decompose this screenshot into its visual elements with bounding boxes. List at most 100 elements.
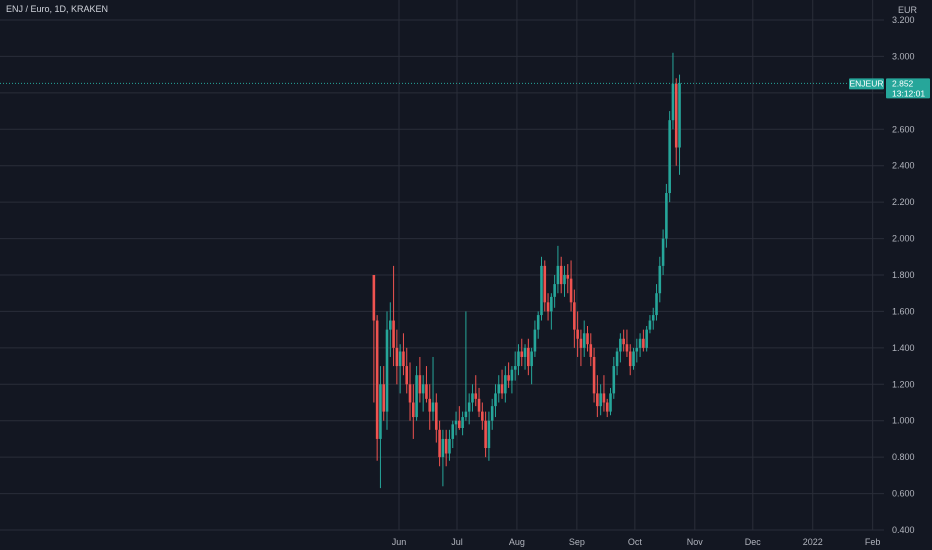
candle-body [648, 320, 652, 330]
candle-body [563, 275, 566, 285]
x-tick-label: 2022 [803, 537, 823, 547]
symbol-badge-label: ENJEUR [849, 78, 883, 88]
y-tick-label: 0.600 [892, 489, 915, 499]
candle-body [474, 393, 478, 399]
candle-body [467, 402, 471, 412]
candle-body [635, 347, 639, 352]
candle-body [375, 320, 379, 439]
candle-body [665, 193, 668, 239]
candle-body [527, 347, 530, 367]
candle-body [579, 338, 583, 348]
candle-body [592, 356, 596, 394]
candle-body [504, 375, 507, 394]
candle-body [573, 302, 576, 330]
candle-body [412, 402, 415, 418]
candle-body [628, 351, 632, 367]
x-tick-label: Sep [569, 537, 585, 547]
y-tick-label: 2.400 [892, 161, 915, 171]
candle-body [500, 384, 504, 394]
y-tick-label: 2.200 [892, 197, 915, 207]
candle-body [444, 438, 448, 454]
candle-body [454, 420, 458, 425]
y-tick-label: 1.200 [892, 379, 915, 389]
candles [372, 52, 681, 489]
candle-body [471, 393, 474, 403]
chart-title: ENJ / Euro, 1D, KRAKEN [6, 4, 109, 14]
candle-body [671, 83, 675, 121]
candle-body [487, 420, 491, 449]
y-tick-label: 2.600 [892, 124, 915, 134]
candle-body [602, 393, 606, 403]
candle-body [494, 393, 497, 407]
candle-body [398, 351, 402, 367]
candle-body [425, 384, 428, 399]
candle-body [668, 120, 671, 194]
candle-body [566, 275, 570, 279]
candle-body [484, 420, 487, 449]
candle-body [596, 393, 599, 407]
candle-body [382, 384, 386, 412]
price-badge-value: 2.852 [892, 78, 914, 88]
candle-body [510, 369, 514, 381]
candle-body [530, 351, 533, 367]
candle-body [441, 438, 445, 458]
candle-body [569, 278, 573, 303]
y-tick-label: 1.000 [892, 416, 915, 426]
y-tick-label: 1.600 [892, 306, 915, 316]
y-tick-label: 3.200 [892, 15, 915, 25]
candle-body [458, 420, 461, 428]
candle-body [392, 320, 395, 348]
candle-body [556, 265, 560, 285]
candle-body [619, 338, 622, 352]
candle-body [513, 366, 517, 370]
time-axis[interactable]: Jun Jul Aug Sep Oct Nov Dec 2022 Feb [392, 537, 881, 547]
candle-body [605, 402, 609, 412]
x-tick-label: Jul [451, 537, 463, 547]
candle-body [536, 315, 540, 330]
x-tick-label: Nov [687, 537, 704, 547]
candle-body [612, 366, 616, 394]
candle-body [622, 338, 625, 345]
x-tick-label: Feb [865, 537, 881, 547]
candle-body [651, 315, 655, 321]
candle-body [395, 347, 399, 367]
candle-body [625, 344, 629, 352]
candle-body [379, 384, 382, 439]
candle-body [576, 329, 579, 339]
candle-body [533, 329, 537, 352]
candle-body [645, 329, 648, 348]
candle-body [520, 351, 524, 357]
candle-body [632, 351, 635, 367]
last-price-badge: ENJEUR 2.852 13:12:01 [849, 78, 930, 99]
candle-body [405, 366, 409, 385]
candle-body [428, 398, 432, 412]
candle-body [389, 320, 392, 330]
price-axis[interactable]: EUR 0.400 0.600 0.800 1.000 1.200 1.400 1.600 1… [892, 5, 918, 535]
candle-body [543, 265, 547, 303]
candle-body [497, 384, 501, 394]
candle-body [582, 333, 586, 348]
candle-body [421, 384, 425, 394]
y-tick-label: 3.000 [892, 51, 915, 61]
candle-body [402, 351, 405, 367]
candle-body [490, 406, 494, 421]
candle-body [642, 338, 645, 348]
candle-body [661, 238, 665, 266]
candle-body [589, 344, 593, 357]
candle-body [385, 329, 389, 412]
x-tick-label: Oct [628, 537, 643, 547]
candle-body [372, 275, 376, 321]
candle-body [609, 393, 612, 412]
candle-body [678, 83, 681, 148]
candle-body [431, 402, 435, 412]
candle-body [674, 83, 678, 148]
y-tick-label: 1.800 [892, 270, 915, 280]
x-tick-label: Jun [392, 537, 407, 547]
candle-body [477, 398, 481, 412]
candle-body [540, 265, 543, 316]
candle-body [638, 338, 642, 348]
y-tick-label: 0.400 [892, 525, 915, 535]
candle-body [599, 393, 602, 407]
grid [0, 0, 884, 531]
